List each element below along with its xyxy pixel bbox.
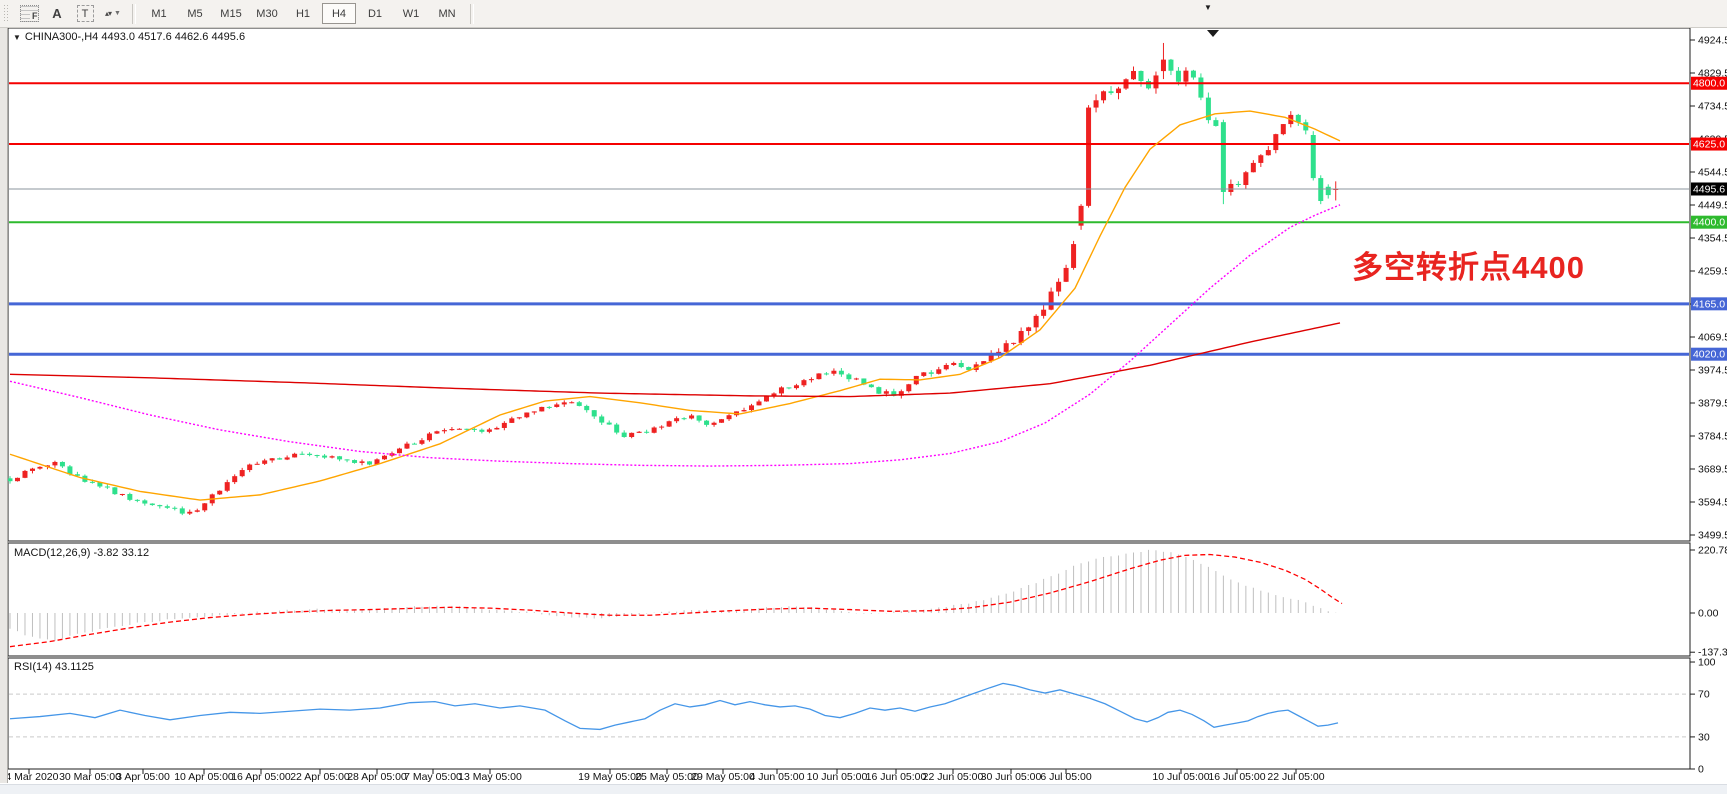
- time-tick-label: 25 May 05:00: [635, 771, 699, 783]
- timeframe-button-D1[interactable]: D1: [367, 7, 383, 20]
- chart-title-text: CHINA300-,H4 4493.0 4517.6 4462.6 4495.6: [24, 31, 246, 43]
- timeframe-button-M5[interactable]: M5: [187, 7, 203, 20]
- timeframe-button-MN[interactable]: MN: [438, 7, 456, 20]
- time-tick-label: 22 Apr 05:00: [290, 771, 350, 783]
- time-tick-label: 13 May 05:00: [458, 771, 522, 783]
- toolbar-drag-handle[interactable]: [3, 4, 11, 23]
- price-tick-label: 4924.5: [1698, 35, 1727, 47]
- toolbar: F A T ▴▾ ▼ M1 M5 M15 M30 H1 H4 D1 W1 MN ▼: [0, 0, 1727, 28]
- price-tick-label: 4449.5: [1698, 199, 1727, 211]
- price-tick-label: 3879.5: [1698, 397, 1727, 409]
- price-tick-label: 3689.5: [1698, 463, 1727, 475]
- ma-fast-line: [9, 110, 1341, 501]
- macd-indicator-label: MACD(12,26,9) -3.82 33.12: [14, 547, 150, 559]
- candles-group: [7, 42, 1339, 516]
- toolbar-overflow-icon[interactable]: ▼: [1204, 3, 1212, 12]
- toolbar-separator: [470, 3, 474, 24]
- main-panel: [7, 27, 1691, 542]
- price-tick-label: 4354.5: [1698, 232, 1727, 244]
- timeframe-button-W1[interactable]: W1: [402, 7, 420, 20]
- price-tick-label: 4069.5: [1698, 331, 1727, 343]
- price-tag-4625.0: [1691, 137, 1727, 151]
- price-tick-label: 4259.5: [1698, 265, 1727, 277]
- macd-tick-label: 0.00: [1698, 608, 1719, 620]
- timeframe-button-H1[interactable]: H1: [295, 7, 311, 20]
- price-tag-label: 4800.0: [1693, 78, 1725, 90]
- price-tick-label: 4544.5: [1698, 166, 1727, 178]
- time-tick-label: 16 Jul 05:00: [1208, 771, 1265, 783]
- price-tag-label: 4400.0: [1693, 217, 1725, 229]
- timeframe-button-M30[interactable]: M30: [256, 7, 278, 20]
- rsi-line: [9, 682, 1339, 731]
- macd-panel: [7, 542, 1691, 657]
- timeframe-button-M15[interactable]: M15: [220, 7, 242, 20]
- rsi-tick-label: 70: [1698, 689, 1710, 701]
- price-tag-4800.0: [1691, 76, 1727, 90]
- time-tick-label: 28 Apr 05:00: [347, 771, 407, 783]
- text-tool-button[interactable]: A: [44, 3, 70, 25]
- time-tick-label: 29 May 05:00: [691, 771, 755, 783]
- time-tick-label: 16 Apr 05:00: [231, 771, 291, 783]
- arrows-icon: ▴▾: [105, 9, 112, 18]
- price-tag-label: 4495.6: [1693, 183, 1725, 195]
- price-tag-label: 4165.0: [1693, 298, 1725, 310]
- time-tick-label: 3 Apr 05:00: [116, 771, 170, 783]
- time-tick-label: 10 Jun 05:00: [807, 771, 868, 783]
- price-tick-label: 4829.5: [1698, 67, 1727, 79]
- price-tag-label: 4625.0: [1693, 139, 1725, 151]
- price-tag-4495.6: [1691, 182, 1727, 196]
- timeframe-group: M1 M5 M15 M30 H1 H4 D1 W1 MN: [141, 3, 465, 24]
- timeframe-button-M1[interactable]: M1: [151, 7, 167, 20]
- price-tag-label: 4020.0: [1693, 349, 1725, 361]
- toolbar-separator: [132, 3, 136, 24]
- chevron-down-icon: ▼: [114, 10, 121, 17]
- rsi-tick-label: 0: [1698, 764, 1704, 776]
- price-tag-4400.0: [1691, 215, 1727, 229]
- macd-signal-line: [9, 553, 1343, 648]
- rsi-tick-label: 30: [1698, 731, 1710, 743]
- price-tick-label: 3974.5: [1698, 364, 1727, 376]
- fibonacci-icon: F: [19, 5, 39, 22]
- time-tick-label: 6 Jul 05:00: [1040, 771, 1092, 783]
- chart-shift-icon: [1207, 30, 1219, 37]
- macd-tick-label: -137.39: [1698, 647, 1727, 659]
- price-tick-label: 3499.5: [1698, 529, 1727, 541]
- time-tick-label: 10 Jul 05:00: [1152, 771, 1209, 783]
- rsi-panel: [7, 657, 1691, 770]
- time-tick-label: 24 Mar 2020: [0, 771, 59, 783]
- timeframe-button-H4[interactable]: H4: [322, 3, 356, 24]
- time-tick-label: 19 May 05:00: [578, 771, 642, 783]
- macd-histogram: [9, 549, 1337, 641]
- chart-annotation-text: 多空转折点4400: [1352, 250, 1585, 285]
- time-tick-label: 22 Jun 05:00: [923, 771, 984, 783]
- price-tag-4020.0: [1691, 347, 1727, 361]
- window-bottom-edge: [0, 784, 1727, 794]
- text-label-icon: T: [76, 5, 94, 22]
- text-icon: A: [52, 6, 62, 21]
- window-left-edge: [0, 27, 8, 783]
- ma-slow-line: [9, 322, 1341, 398]
- text-label-tool-button[interactable]: T: [72, 3, 98, 25]
- time-tick-label: 16 Jun 05:00: [866, 771, 927, 783]
- time-tick-label: 7 May 05:00: [404, 771, 462, 783]
- chart-title[interactable]: ▼ CHINA300-,H4 4493.0 4517.6 4462.6 4495.…: [13, 31, 245, 43]
- arrow-tools-button[interactable]: ▴▾ ▼: [100, 3, 126, 25]
- price-tag-4165.0: [1691, 297, 1727, 311]
- price-tick-label: 4734.5: [1698, 100, 1727, 112]
- rsi-tick-label: 100: [1698, 657, 1716, 669]
- macd-tick-label: 220.78: [1698, 545, 1727, 557]
- symbol-dropdown-icon[interactable]: ▼: [13, 33, 21, 42]
- ma-mid-line: [9, 204, 1341, 467]
- time-tick-label: 22 Jul 05:00: [1267, 771, 1324, 783]
- rsi-indicator-label: RSI(14) 43.1125: [14, 661, 94, 673]
- fibonacci-tool-button[interactable]: F: [16, 3, 42, 25]
- price-tick-label: 3784.5: [1698, 430, 1727, 442]
- time-tick-label: 30 Mar 05:00: [59, 771, 121, 783]
- price-tick-label: 3594.5: [1698, 496, 1727, 508]
- time-tick-label: 30 Jun 05:00: [981, 771, 1042, 783]
- time-tick-label: 4 Jun 05:00: [750, 771, 805, 783]
- time-tick-label: 10 Apr 05:00: [174, 771, 234, 783]
